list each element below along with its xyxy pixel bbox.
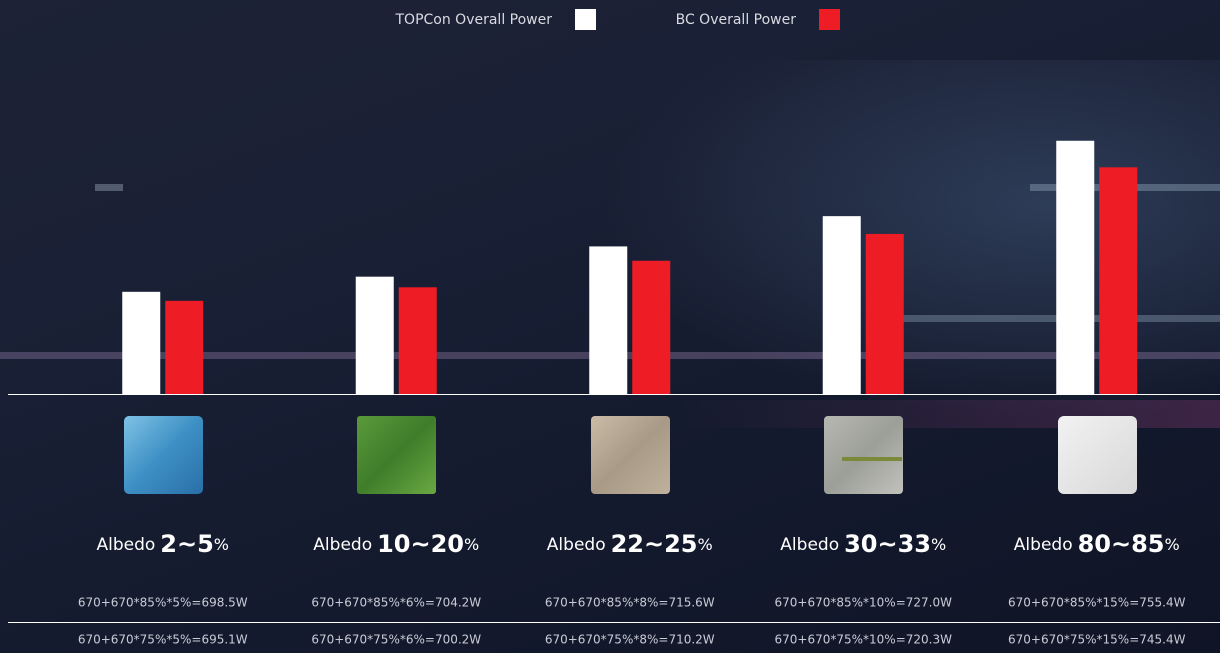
legend-label: TOPCon Overall Power <box>395 12 553 28</box>
water-texture <box>124 416 203 494</box>
concrete-detail <box>842 457 902 461</box>
category-prefix: Albedo <box>780 535 839 555</box>
bar <box>1099 167 1137 394</box>
category-prefix: Albedo <box>96 535 155 555</box>
white-texture <box>1058 416 1137 494</box>
formula-label: 670+670*75%*15%=745.4W <box>1008 633 1186 647</box>
bar <box>866 234 904 394</box>
category-prefix: Albedo <box>1014 535 1073 555</box>
bar <box>399 287 437 394</box>
formula-label: 670+670*75%*10%=720.3W <box>775 633 953 647</box>
category-value: 10~20 <box>377 530 464 558</box>
bar <box>823 216 861 394</box>
grass-texture <box>357 416 436 494</box>
formula-label: 670+670*85%*15%=755.4W <box>1008 596 1186 610</box>
textures <box>124 416 1137 494</box>
formula-label: 670+670*85%*10%=727.0W <box>775 596 953 610</box>
formula-label: 670+670*85%*8%=715.6W <box>545 596 715 610</box>
category-suffix: % <box>931 535 946 554</box>
category-suffix: % <box>214 535 229 554</box>
sand-texture <box>591 416 670 494</box>
category-suffix: % <box>464 535 479 554</box>
bar <box>589 246 627 394</box>
legend-swatch <box>575 9 596 30</box>
category-suffix: % <box>1165 535 1180 554</box>
category-prefix: Albedo <box>547 535 606 555</box>
bar <box>122 292 160 394</box>
chart: TOPCon Overall Power BC Overall Power 670+… <box>0 0 1220 653</box>
category-value: 30~33 <box>844 530 931 558</box>
legend-label: BC Overall Power <box>676 12 797 28</box>
formula-label: 670+670*85%*6%=704.2W <box>311 596 481 610</box>
formula-label: 670+670*75%*5%=695.1W <box>78 633 248 647</box>
bar <box>356 277 394 394</box>
formula-label: 670+670*75%*8%=710.2W <box>545 633 715 647</box>
bar <box>165 301 203 394</box>
concrete-texture <box>824 416 903 494</box>
formula-label: 670+670*75%*6%=700.2W <box>311 633 481 647</box>
formula-label: 670+670*85%*5%=698.5W <box>78 596 248 610</box>
legend-swatch <box>819 9 840 30</box>
bar <box>1056 141 1094 394</box>
bar <box>632 261 670 394</box>
category-value: 22~25 <box>611 530 698 558</box>
category-value: 2~5 <box>160 530 214 558</box>
category-suffix: % <box>698 535 713 554</box>
category-prefix: Albedo <box>313 535 372 555</box>
category-value: 80~85 <box>1078 530 1165 558</box>
